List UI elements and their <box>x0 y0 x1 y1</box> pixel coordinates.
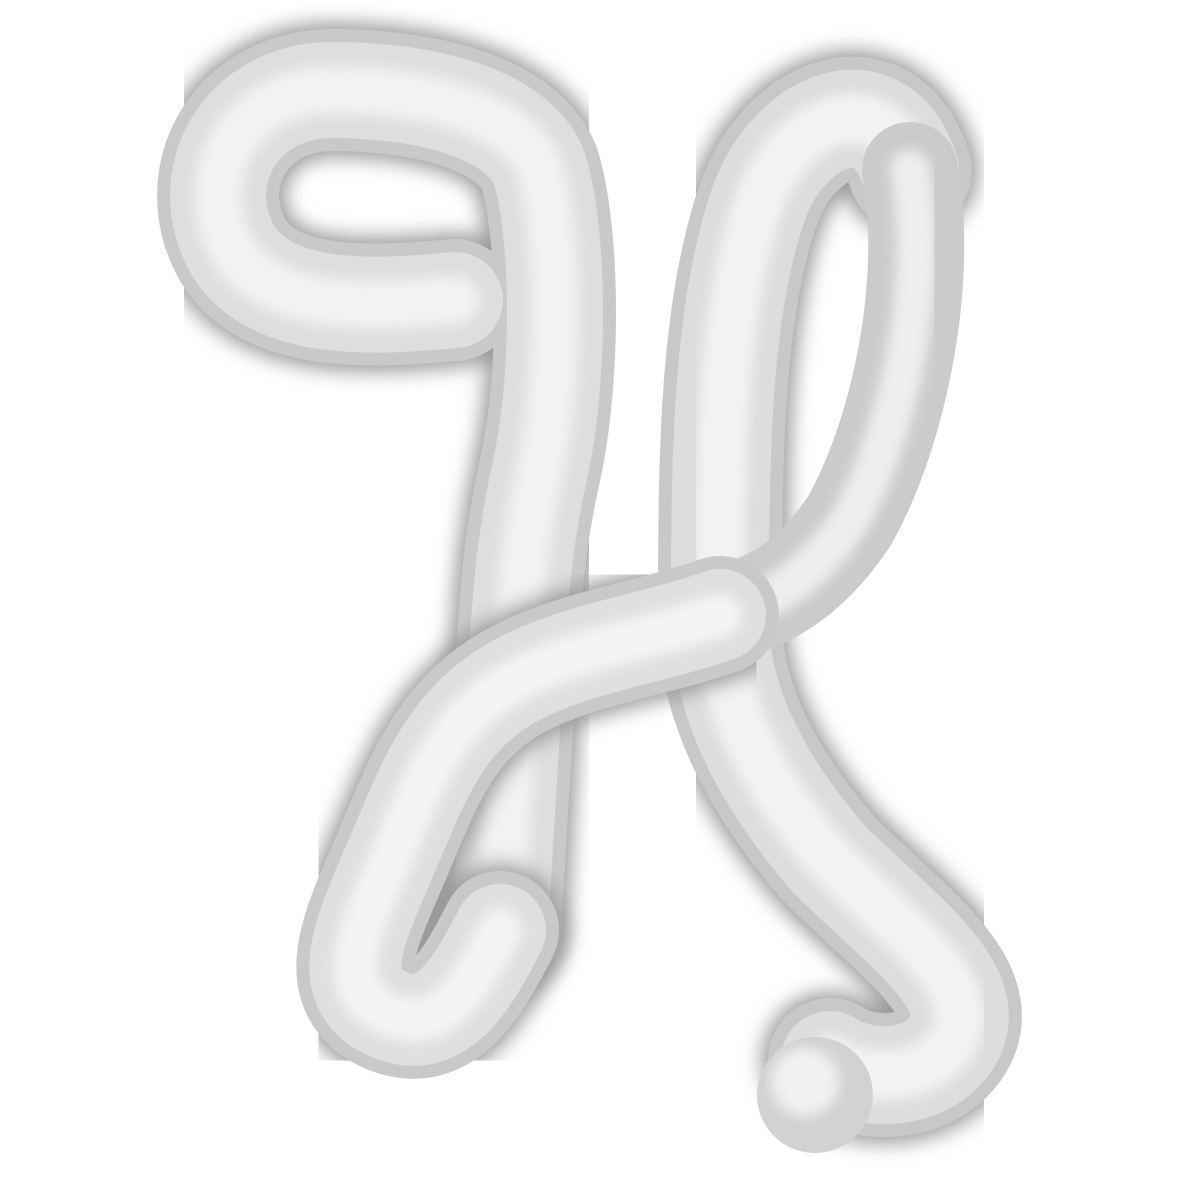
crossbar-stroke <box>290 550 785 1085</box>
right-stroke <box>652 50 1028 1153</box>
right-end-knob-highlight <box>771 1048 839 1116</box>
crossbar-stroke-highlight <box>333 593 742 1042</box>
right-stroke-highlight <box>695 93 985 1101</box>
